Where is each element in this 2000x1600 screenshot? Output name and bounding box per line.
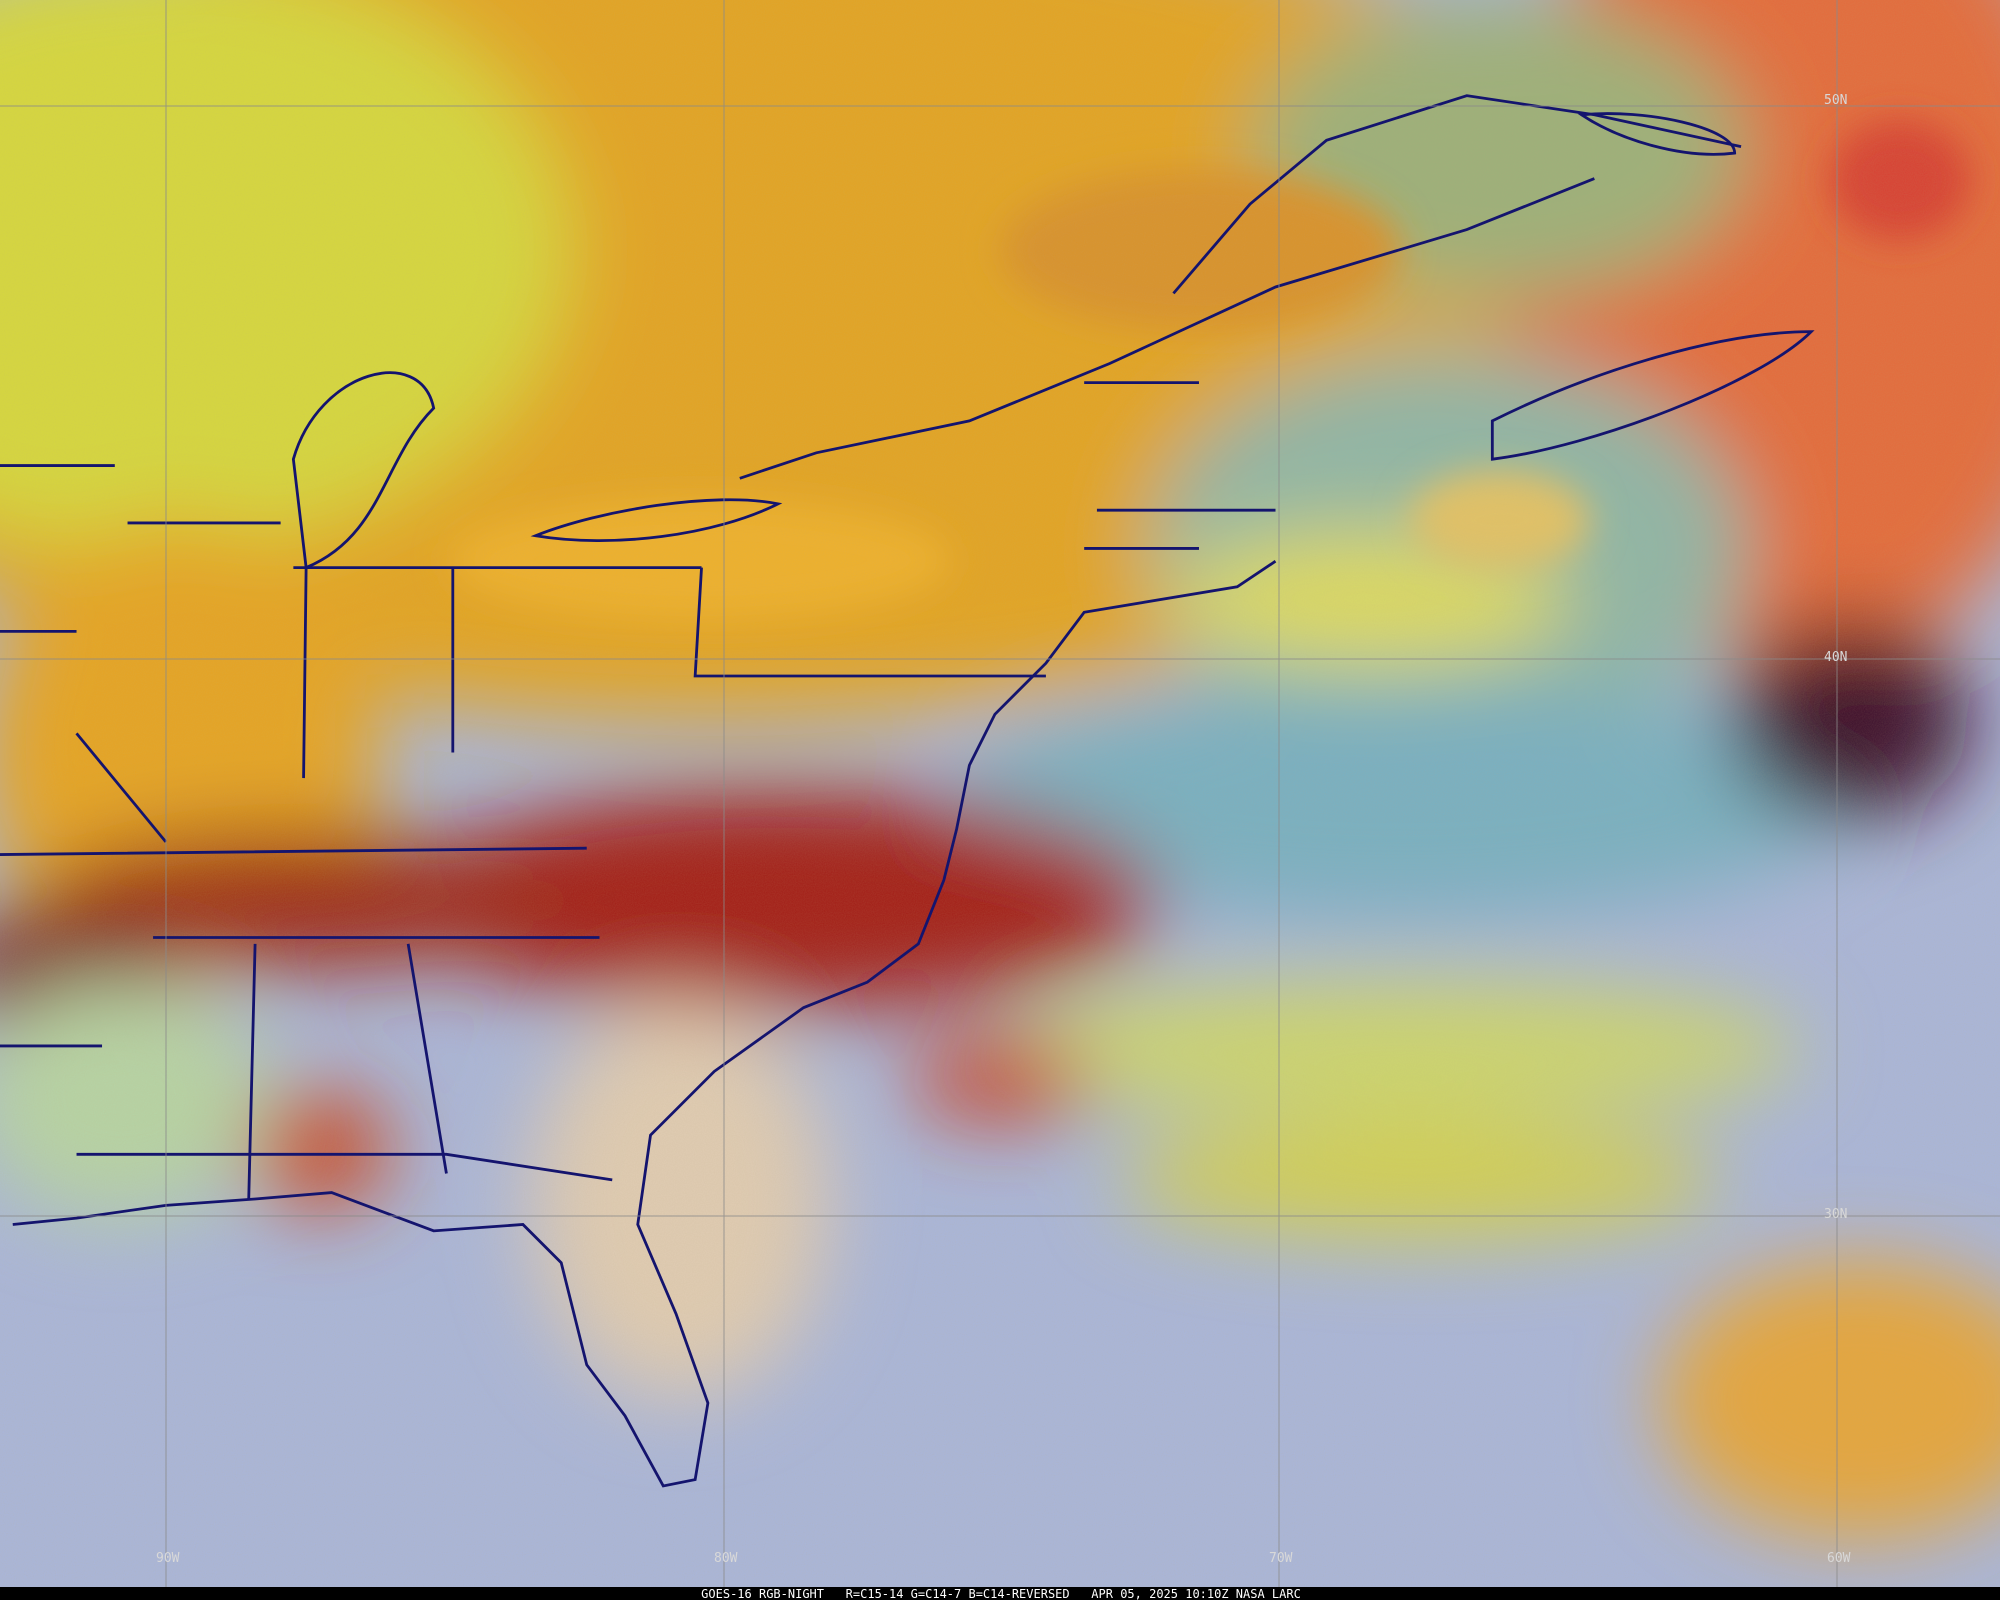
latitude-label: 50N (1824, 93, 1847, 108)
latitude-label: 30N (1824, 1207, 1847, 1222)
labels: 90W 80W 70W 60W 50N 40N 30N (156, 93, 1851, 1566)
footer-bar (0, 1587, 2000, 1600)
longitude-label: 90W (156, 1551, 180, 1566)
coastlines (0, 94, 1815, 1488)
longitude-label: 60W (1827, 1551, 1851, 1566)
longitude-label: 80W (714, 1551, 738, 1566)
longitude-label: 70W (1269, 1551, 1293, 1566)
footer-text: GOES-16 RGB-NIGHT R=C15-14 G=C14-7 B=C14… (701, 1587, 1301, 1600)
latitude-label: 40N (1824, 650, 1847, 665)
